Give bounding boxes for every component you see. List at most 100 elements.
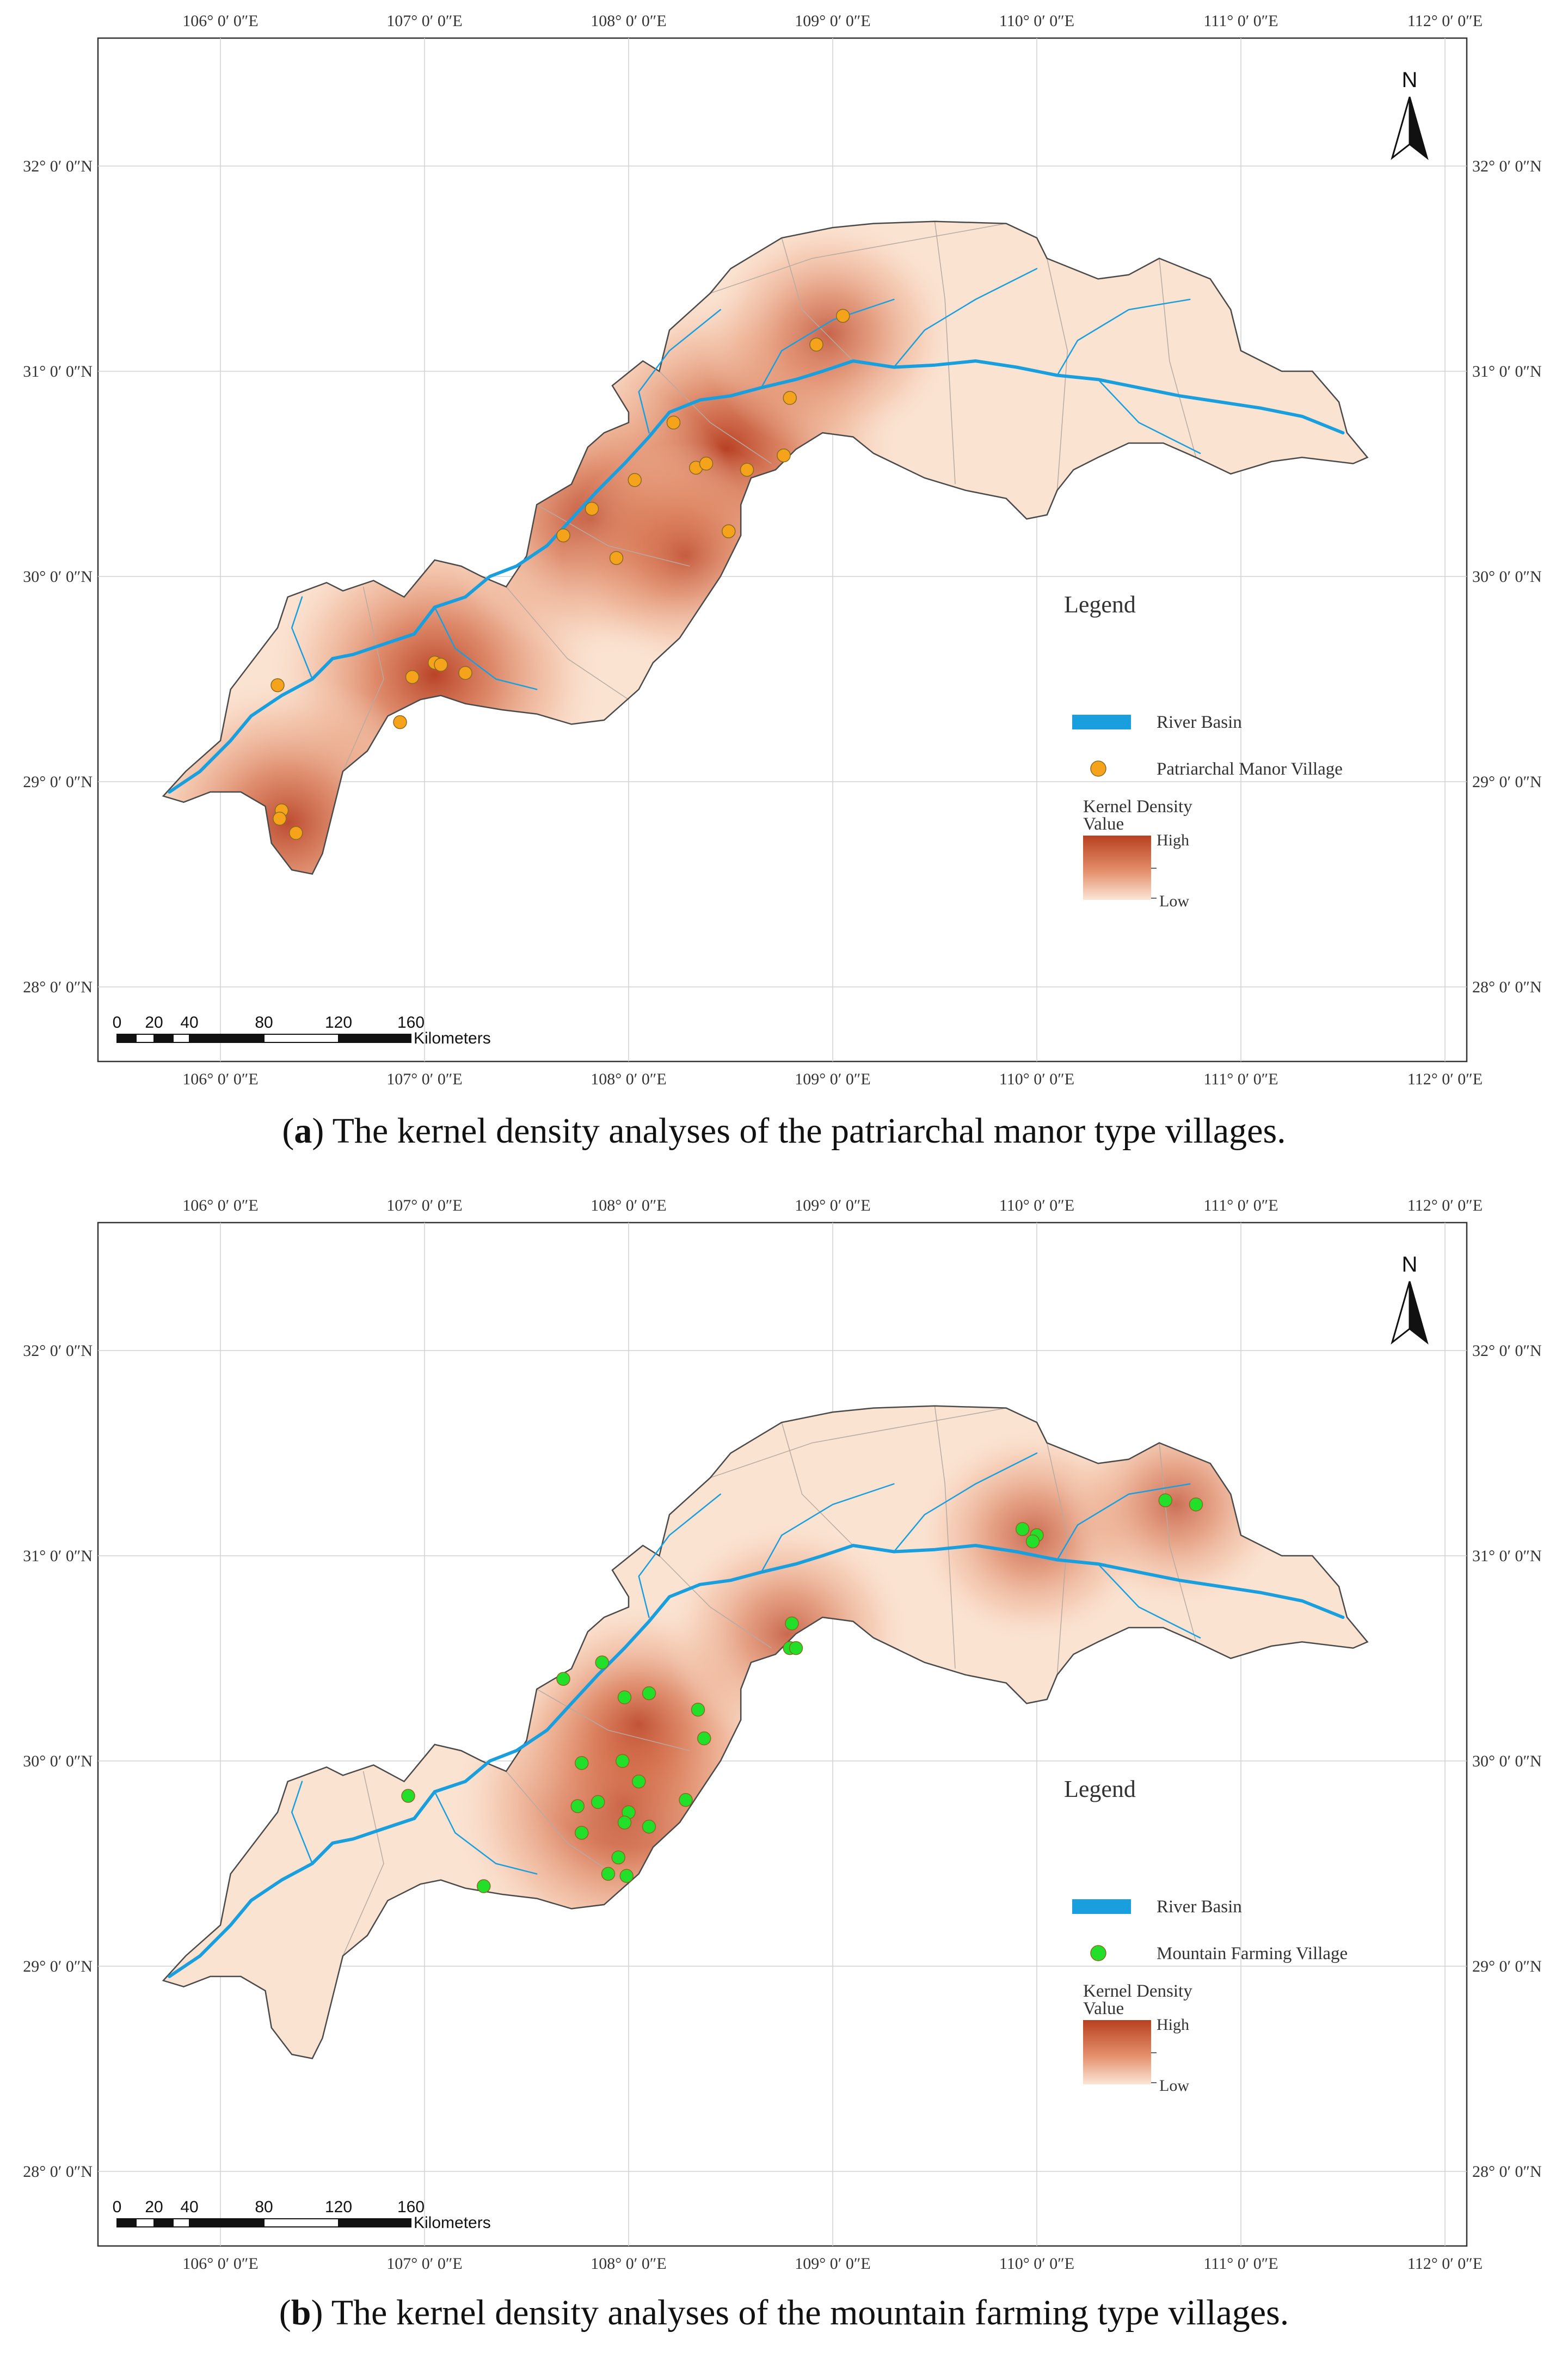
bottom-lon-label: 106° 0′ 0″E [182,2255,258,2273]
village-point [1158,1493,1172,1507]
village-point [697,1731,711,1746]
scale-bar-tick-label: 40 [180,1014,198,1032]
village-point [556,1672,570,1686]
tributary [893,268,1038,368]
legend-kd-title-2: Value [1083,1999,1124,2018]
village-point [691,1703,705,1717]
caption-letter-b: b [291,2293,311,2333]
county-line [1046,258,1068,490]
top-lon-label: 108° 0′ 0″E [591,12,666,30]
tributary [434,606,538,690]
village-point [477,1879,491,1893]
tributary [434,1791,538,1875]
scale-bar-tick-label: 160 [397,2198,425,2216]
village-point [458,666,472,680]
village-point [556,528,570,543]
scale-bar-tick-label: 20 [145,2198,163,2216]
river-network [168,1452,1345,1978]
top-lon-label: 106° 0′ 0″E [182,1196,258,1214]
left-lat-label: 29° 0′ 0″N [23,1957,93,1975]
bottom-lon-label: 109° 0′ 0″E [795,2255,870,2273]
legend-river-label: River Basin [1157,713,1242,732]
north-arrow-icon: N [1391,68,1429,161]
county-line [781,1422,854,1546]
county-line [536,1689,690,1751]
tributary [893,1452,1038,1552]
village-point [393,715,407,729]
top-lon-label: 112° 0′ 0″E [1407,1196,1483,1214]
tributary [291,596,313,680]
left-lat-label: 30° 0′ 0″N [23,568,93,586]
bottom-lon-label: 106° 0′ 0″E [182,1070,258,1088]
bottom-lon-label: 108° 0′ 0″E [591,2255,666,2273]
right-lat-label: 32° 0′ 0″N [1472,157,1542,175]
top-lon-label: 110° 0′ 0″E [999,12,1074,30]
village-point [679,1793,693,1807]
village-point [777,448,791,463]
tributary [291,1781,313,1864]
village-point [740,463,754,477]
left-lat-label: 29° 0′ 0″N [23,773,93,791]
scale-bar-tick-label: 80 [255,1014,273,1032]
left-lat-label: 28° 0′ 0″N [23,978,93,996]
legend-point-swatch [1090,1945,1106,1961]
village-point [601,1867,616,1881]
right-lat-label: 28° 0′ 0″N [1472,978,1542,996]
county-line [342,586,384,772]
kernel-density-map-b: 106° 0′ 0″E 107° 0′ 0″E 108° 0′ 0″E 109° 0′… [23,1196,1541,2273]
yangtze-river [168,1544,1345,1978]
scale-bar-segment [136,1034,155,1043]
bottom-lon-label: 107° 0′ 0″E [386,1070,462,1088]
village-point [666,415,681,429]
village-point [783,391,797,405]
village-point [628,473,642,487]
scale-bar-segment [189,2218,265,2227]
tributary [638,1493,722,1618]
village-point [1025,1534,1040,1549]
scale-bar-tick-label: 120 [325,1014,352,1032]
village-points [270,309,850,840]
county-line [536,504,690,567]
village-point [591,1795,605,1809]
figure-caption-a: (a) The kernel density analyses of the p… [282,1111,1286,1151]
right-lat-label: 30° 0′ 0″N [1472,568,1542,586]
tributary [760,1483,895,1573]
legend-kd-high: High [1157,2016,1189,2034]
village-point [785,1616,799,1631]
village-point [273,812,287,826]
village-point [619,1869,634,1883]
legend-river-label: River Basin [1157,1897,1242,1917]
top-lon-label: 112° 0′ 0″E [1407,12,1483,30]
legend-kd-ramp [1083,836,1151,900]
village-point [642,1819,656,1834]
county-boundaries [342,221,1197,772]
village-point [616,1754,630,1768]
village-point [595,1655,609,1670]
county-line [1159,1443,1197,1642]
village-point [836,309,850,323]
graticule [98,1223,1467,2246]
left-lat-label: 31° 0′ 0″N [23,363,93,380]
right-lat-label: 29° 0′ 0″N [1472,773,1542,791]
village-point [405,670,420,684]
legend-kd-title: Kernel Density [1083,1981,1192,2001]
legend-kd-title-2: Value [1083,814,1124,834]
village-point [809,337,823,352]
county-line [1159,258,1197,458]
top-lon-label: 111° 0′ 0″E [1203,1196,1278,1214]
bottom-lon-label: 112° 0′ 0″E [1407,2255,1483,2273]
scale-bar-segment [189,1034,265,1043]
left-lat-label: 31° 0′ 0″N [23,1547,93,1565]
top-lon-label: 109° 0′ 0″E [795,1196,870,1214]
village-point [575,1756,589,1770]
top-lon-label: 111° 0′ 0″E [1203,12,1278,30]
village-point [617,1690,632,1704]
village-point [617,1815,632,1830]
scale-bar-segment [153,1034,174,1043]
map-frame [97,1222,1468,2247]
tributary [1097,378,1201,455]
county-boundaries [342,1406,1197,1956]
legend-kd-low: Low [1159,892,1189,910]
north-arrow-icon: N [1391,1253,1429,1345]
scale-bar-segment [116,2218,137,2227]
